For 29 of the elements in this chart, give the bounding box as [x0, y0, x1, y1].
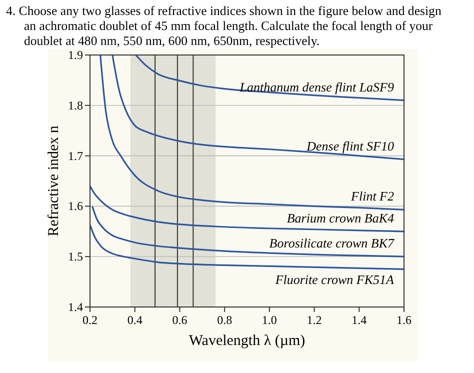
chart-title: 4. Choose any two glasses of refractive indices shown in the figure below and design an achromatic doublet of 45 mm focal length. Calculate the focal length of your doublet at 480 nm, 550 nm, 600 nm, 650nm, respectively.	[5, 3, 442, 49]
line-series	[100, 55, 404, 211]
line-series	[134, 55, 404, 102]
series-label: Fluorite crown FK51A	[274, 272, 394, 288]
line-series	[91, 205, 404, 258]
series-label: Flint F2	[350, 188, 394, 204]
y-tick-label: 1.5	[68, 250, 83, 264]
line-series	[90, 224, 404, 270]
y-tick-label: 1.6	[68, 199, 83, 214]
x-tick-label: 1.2	[306, 313, 322, 327]
y-tick-label: 1.9	[68, 48, 83, 62]
x-tick-label: 0.6	[172, 313, 188, 327]
series-label: Barium crown BaK4	[286, 210, 394, 226]
x-tick-label: 0.8	[217, 313, 232, 327]
x-tick-label: 1.6	[396, 313, 412, 327]
y-axis-title: Refractive index n	[46, 125, 62, 236]
x-tick-label: 1.0	[262, 313, 277, 327]
line-series	[90, 185, 404, 232]
y-tick-label: 1.8	[68, 98, 83, 112]
y-tick-label: 1.7	[68, 148, 83, 163]
x-axis-title: Wavelength λ (µm)	[188, 333, 306, 349]
series-label: Lanthanum dense flint LaSF9	[238, 79, 394, 94]
series-label: Borosilicate crown BK7	[269, 236, 394, 251]
x-tick-label: 0.2	[82, 313, 98, 327]
x-tick-label: 1.4	[352, 313, 367, 327]
line-series	[112, 55, 404, 160]
x-tick-label: 0.4	[127, 313, 142, 327]
series-label: Dense flint SF10	[306, 138, 394, 154]
y-tick-label: 1.4	[68, 300, 83, 314]
